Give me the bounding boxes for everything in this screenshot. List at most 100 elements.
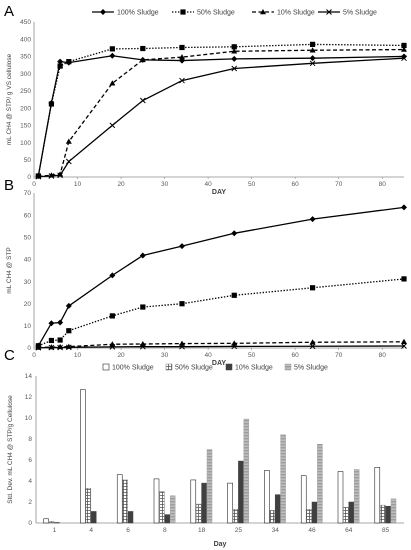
data-point-1 [309, 41, 316, 47]
bar-0 [374, 467, 381, 524]
data-point-3 [179, 77, 185, 84]
series-line-1 [37, 43, 405, 177]
x-tick-label: 60 [292, 181, 300, 188]
y-tick-label: 40 [24, 257, 32, 264]
legend-marker [260, 9, 266, 15]
data-point-0 [231, 55, 238, 62]
x-tick-label: 25 [235, 527, 243, 534]
legend-label: 10% Sludge [277, 10, 315, 17]
legend-marker [100, 9, 106, 15]
bar-0 [337, 471, 344, 524]
y-axis-title-a: mL CH4 @ STP/ g VS cellulose [6, 53, 13, 145]
y-tick-label: 60 [24, 212, 32, 219]
legend-swatch [102, 363, 110, 371]
data-point-2 [309, 47, 316, 53]
bar-2 [311, 501, 318, 524]
bar-1 [122, 479, 128, 524]
data-point-3 [48, 173, 55, 179]
axes-a: 0 10 20 30 40 50 60 70 80 0 50 100 150 200 250 300 350 40… [20, 19, 404, 188]
data-point-2 [65, 138, 72, 144]
y-axis-title-b: mL CH4 @ STP [6, 247, 13, 293]
legend-item-1: 50% Sludge [172, 9, 235, 17]
series-line-0 [37, 206, 405, 347]
legend-marker [180, 9, 186, 15]
data-point-1 [57, 337, 63, 343]
data-point-1 [179, 301, 185, 307]
x-tick-label: 50 [248, 352, 256, 359]
bar-0 [264, 470, 270, 524]
legend-label: 100% Sludge [112, 365, 154, 372]
data-point-3 [179, 343, 185, 350]
data-point-0 [65, 302, 72, 309]
data-point-0 [309, 55, 316, 62]
data-point-1 [48, 337, 55, 344]
y-tick-label: 300 [20, 71, 31, 78]
bar-1 [306, 509, 312, 524]
x-tick-label: 20 [117, 352, 125, 359]
x-tick-label: 85 [382, 527, 390, 534]
y-tick-label: 14 [25, 373, 33, 380]
bar-3 [243, 418, 250, 524]
data-point-0 [109, 52, 116, 59]
legend-label: 50% Sludge [197, 10, 235, 17]
bar-1 [85, 488, 92, 524]
x-tick-label: 1 [53, 527, 57, 534]
bar-0 [227, 482, 233, 524]
data-point-2 [401, 46, 407, 52]
series-group-a [35, 41, 407, 180]
x-axis-title-b: DAY [212, 360, 226, 367]
data-point-2 [109, 80, 116, 86]
data-point-0 [57, 58, 64, 65]
data-point-2 [139, 56, 146, 63]
bar-0 [80, 389, 86, 524]
bar-group-c [43, 389, 397, 524]
bar-3 [169, 495, 176, 524]
bar-2 [201, 482, 207, 524]
data-point-0 [48, 320, 55, 327]
data-point-0 [57, 319, 64, 326]
data-point-1 [309, 285, 316, 291]
legend-item-1: 50% Sludge [165, 363, 213, 372]
panel-label-c: C [4, 347, 15, 364]
legend-label: 100% Sludge [117, 10, 159, 17]
data-point-2 [231, 48, 238, 54]
legend-item-3: 5% Sludge [318, 9, 377, 17]
chart-panel-b: 0 10 20 30 40 50 60 70 80 0 10 20 30 40 50 60 70 DAY mL … [6, 190, 407, 367]
data-point-3 [139, 97, 146, 104]
data-point-3 [231, 343, 238, 350]
y-tick-label: 450 [20, 19, 31, 26]
legend-marker [326, 9, 332, 15]
y-tick-label: 10 [24, 323, 32, 330]
bar-0 [300, 475, 307, 524]
y-tick-label: 50 [24, 157, 32, 164]
legend-item-0: 100% Sludge [102, 363, 154, 372]
data-point-2 [401, 338, 407, 344]
legend-item-3: 5% Sludge [284, 363, 328, 372]
x-tick-label: 10 [74, 352, 82, 359]
data-point-1 [179, 44, 185, 51]
data-point-1 [401, 42, 407, 49]
data-point-1 [66, 328, 72, 334]
chart-panel-a: 100% Sludge 50% Sludge 10% Sludge 5% Sludge… [6, 9, 407, 196]
y-tick-label: 200 [20, 105, 31, 112]
x-axis-title-c: Day [214, 541, 227, 548]
data-point-3 [309, 60, 316, 67]
x-tick-label: 70 [335, 352, 343, 359]
x-tick-label: 30 [161, 352, 169, 359]
legend-swatch [165, 363, 173, 371]
data-point-0 [401, 204, 407, 211]
legend-item-2: 10% Sludge [225, 363, 273, 372]
data-point-0 [109, 272, 116, 279]
x-tick-label: 34 [272, 527, 280, 534]
data-point-3 [401, 343, 407, 349]
data-point-1 [231, 292, 237, 298]
y-tick-label: 70 [24, 190, 32, 197]
x-tick-label: 10 [74, 181, 82, 188]
legend-label: 5% Sludge [343, 10, 377, 17]
bar-1 [232, 509, 239, 524]
y-tick-label: 250 [20, 88, 31, 95]
bar-2 [238, 460, 244, 524]
x-tick-label: 80 [379, 181, 387, 188]
bar-1 [343, 507, 349, 524]
